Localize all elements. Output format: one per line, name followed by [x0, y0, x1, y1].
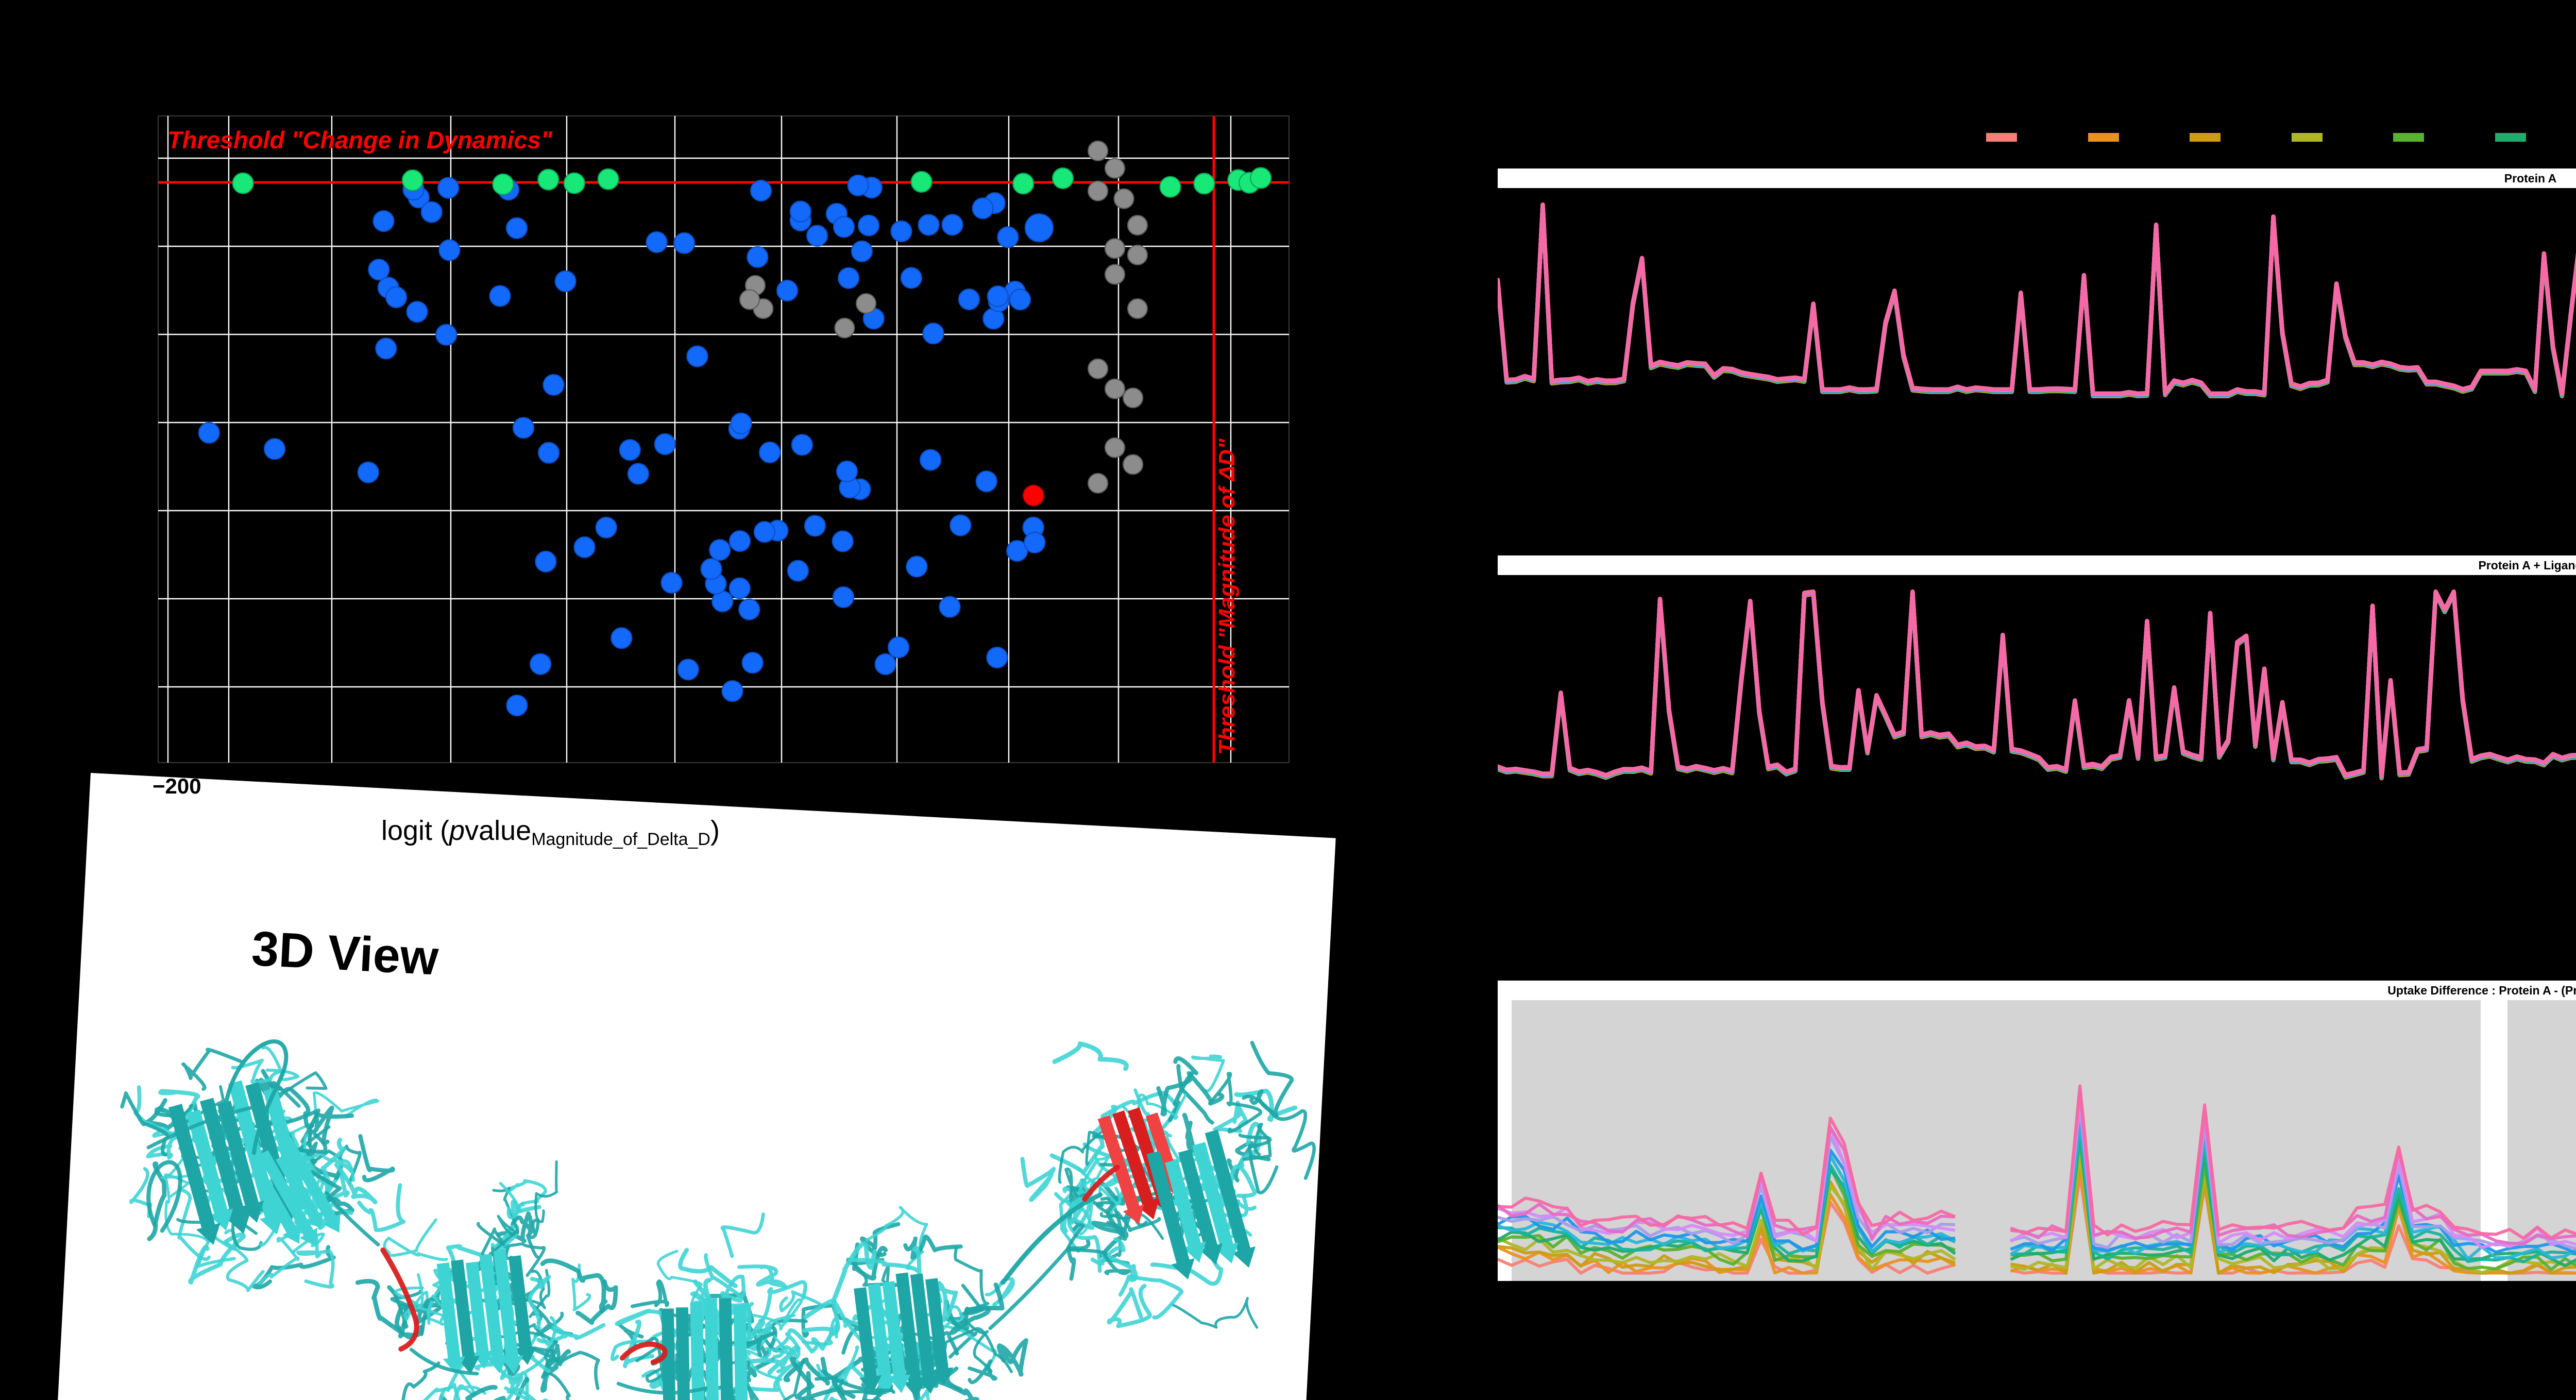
svg-text:Threshold "Magnitude of ΔD": Threshold "Magnitude of ΔD" [1214, 438, 1240, 755]
svg-text:Threshold "Change in Dynamics": Threshold "Change in Dynamics" [167, 126, 553, 154]
svg-text:100: 100 [327, 764, 363, 788]
svg-text:−200: −200 [152, 774, 201, 798]
svg-text:logit (pvalueMagnitude_of_Delt: logit (pvalueMagnitude_of_Delta_D) [381, 815, 720, 849]
